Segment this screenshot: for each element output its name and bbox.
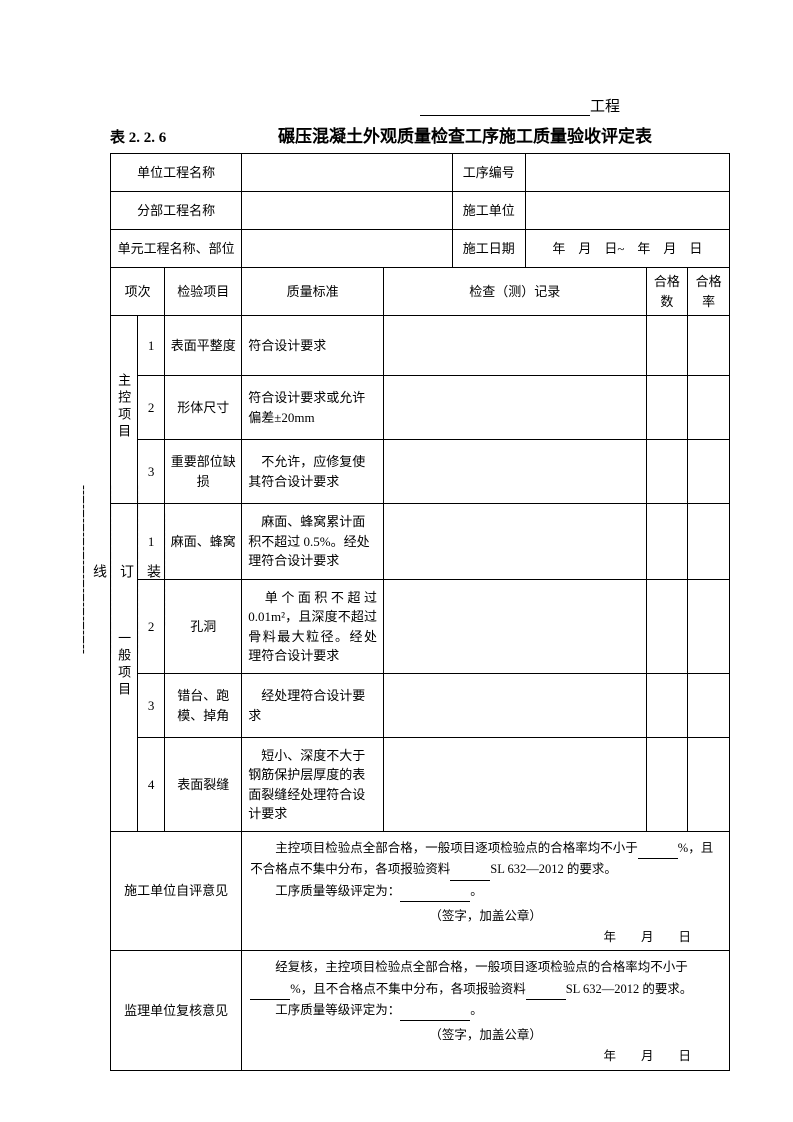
label-construction-unit: 施工单位: [452, 192, 525, 230]
self-date: 年 月 日: [250, 927, 721, 948]
gen-no-1: 1: [138, 504, 165, 580]
label-sub-project: 分部工程名称: [111, 192, 242, 230]
gen-passcount-2[interactable]: [646, 580, 688, 674]
gen-passrate-1[interactable]: [688, 504, 730, 580]
main-std-3: 不允许，应修复使其符合设计要求: [242, 440, 384, 504]
review-text-2: %，且不合格点不集中分布，各项报验资料: [290, 982, 525, 996]
main-std-2: 符合设计要求或允许偏差±20mm: [242, 376, 384, 440]
col-header-item: 检验项目: [165, 268, 242, 316]
label-process-no: 工序编号: [452, 154, 525, 192]
col-header-record: 检查（测）记录: [384, 268, 647, 316]
table-number: 表 2. 2. 6: [110, 126, 200, 147]
main-passrate-2[interactable]: [688, 376, 730, 440]
self-text-3: SL 632—2012 的要求。: [490, 862, 617, 876]
gen-name-4: 表面裂缝: [165, 738, 242, 832]
main-passrate-3[interactable]: [688, 440, 730, 504]
gen-name-2: 孔洞: [165, 580, 242, 674]
label-element-name: 单元工程名称、部位: [111, 230, 242, 268]
main-name-1: 表面平整度: [165, 316, 242, 376]
self-grade-line: 工序质量等级评定为：: [275, 884, 400, 898]
group-general: 一般项目: [115, 631, 133, 699]
gen-passcount-3[interactable]: [646, 674, 688, 738]
col-header-seq: 项次: [111, 268, 165, 316]
page-title: 碾压混凝土外观质量检查工序施工质量验收评定表: [200, 122, 730, 147]
evaluation-table: 单位工程名称 工序编号 分部工程名称 施工单位 单元工程名称、部位 施工日期 年…: [110, 153, 730, 1071]
review-text-1: 经复核，主控项目检验点全部合格，一般项目逐项检验点的合格率均不小于: [275, 960, 688, 974]
review-signature: （签字，加盖公章）: [250, 1025, 721, 1046]
col-header-pass-rate: 合格率: [688, 268, 730, 316]
main-no-2: 2: [138, 376, 165, 440]
label-unit-project: 单位工程名称: [111, 154, 242, 192]
group-main: 主控项目: [115, 373, 133, 441]
gen-no-3: 3: [138, 674, 165, 738]
main-record-3[interactable]: [384, 440, 647, 504]
self-signature: （签字，加盖公章）: [250, 906, 721, 927]
review-date: 年 月 日: [250, 1046, 721, 1067]
review-opinion-label: 监理单位复核意见: [111, 951, 242, 1070]
gen-no-2: 2: [138, 580, 165, 674]
gen-record-1[interactable]: [384, 504, 647, 580]
gen-std-2: 单个面积不超过0.01m²，且深度不超过骨料最大粒径。经处理符合设计要求: [242, 580, 384, 674]
gen-record-2[interactable]: [384, 580, 647, 674]
value-element-name[interactable]: [242, 230, 452, 268]
main-record-2[interactable]: [384, 376, 647, 440]
gen-passrate-2[interactable]: [688, 580, 730, 674]
value-construction-date[interactable]: 年 月 日~ 年 月 日: [525, 230, 729, 268]
main-name-2: 形体尺寸: [165, 376, 242, 440]
value-unit-project[interactable]: [242, 154, 452, 192]
binding-char-3: 线: [91, 564, 105, 577]
gen-passcount-4[interactable]: [646, 738, 688, 832]
gen-record-4[interactable]: [384, 738, 647, 832]
gen-record-3[interactable]: [384, 674, 647, 738]
project-line: 工程: [310, 95, 730, 116]
main-std-1: 符合设计要求: [242, 316, 384, 376]
self-opinion-label: 施工单位自评意见: [111, 832, 242, 951]
gen-name-3: 错台、跑模、掉角: [165, 674, 242, 738]
self-opinion-cell[interactable]: 主控项目检验点全部合格，一般项目逐项检验点的合格率均不小于%，且不合格点不集中分…: [242, 832, 730, 951]
project-suffix: 工程: [590, 99, 620, 115]
col-header-standard: 质量标准: [242, 268, 384, 316]
gen-std-1: 麻面、蜂窝累计面积不超过 0.5%。经处理符合设计要求: [242, 504, 384, 580]
review-grade-line: 工序质量等级评定为：: [275, 1003, 400, 1017]
col-header-pass-count: 合格数: [646, 268, 688, 316]
gen-passrate-4[interactable]: [688, 738, 730, 832]
main-no-1: 1: [138, 316, 165, 376]
main-passcount-1[interactable]: [646, 316, 688, 376]
review-text-3: SL 632—2012 的要求。: [566, 982, 693, 996]
gen-name-1: 麻面、蜂窝: [165, 504, 242, 580]
gen-no-4: 4: [138, 738, 165, 832]
label-construction-date: 施工日期: [452, 230, 525, 268]
main-passrate-1[interactable]: [688, 316, 730, 376]
main-passcount-2[interactable]: [646, 376, 688, 440]
gen-std-3: 经处理符合设计要求: [242, 674, 384, 738]
main-passcount-3[interactable]: [646, 440, 688, 504]
main-name-3: 重要部位缺损: [165, 440, 242, 504]
gen-passrate-3[interactable]: [688, 674, 730, 738]
binding-margin: ┆┆┆┆┆┆┆┆ 装 ┆┆┆┆┆┆┆┆┆┆┆┆ 订 ┆┆┆┆┆┆┆┆┆┆┆┆ 线…: [78, 250, 92, 890]
value-process-no[interactable]: [525, 154, 729, 192]
gen-std-4: 短小、深度不大于钢筋保护层厚度的表面裂缝经处理符合设计要求: [242, 738, 384, 832]
main-no-3: 3: [138, 440, 165, 504]
review-opinion-cell[interactable]: 经复核，主控项目检验点全部合格，一般项目逐项检验点的合格率均不小于 %，且不合格点…: [242, 951, 730, 1070]
main-record-1[interactable]: [384, 316, 647, 376]
value-sub-project[interactable]: [242, 192, 452, 230]
gen-passcount-1[interactable]: [646, 504, 688, 580]
self-text-1: 主控项目检验点全部合格，一般项目逐项检验点的合格率均不小于: [275, 841, 638, 855]
value-construction-unit[interactable]: [525, 192, 729, 230]
